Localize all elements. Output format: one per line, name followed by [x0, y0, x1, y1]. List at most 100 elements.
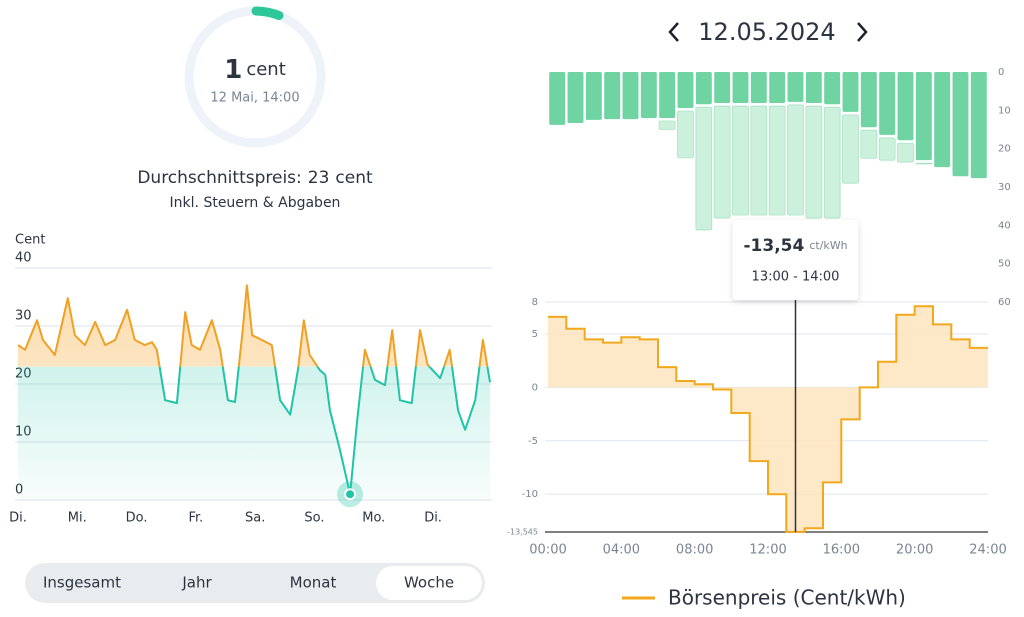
- y-tick-label: 8: [532, 297, 538, 308]
- bar: [970, 72, 987, 179]
- prev-day[interactable]: [668, 22, 679, 42]
- tooltip-unit: ct/kWh: [809, 239, 847, 252]
- average-price: Durchschnittspreis: 23 cent: [137, 168, 373, 188]
- x-tick-label: 04:00: [603, 543, 640, 558]
- bar: [842, 114, 859, 184]
- x-tick-label: Sa.: [245, 511, 265, 526]
- bar: [622, 72, 639, 120]
- gauge-value: 1 cent: [224, 55, 286, 85]
- tab-active[interactable]: Woche: [404, 574, 454, 592]
- bar: [713, 105, 731, 219]
- y-tick-label: 20: [998, 144, 1011, 155]
- bar: [658, 120, 676, 130]
- bar: [787, 72, 804, 102]
- bar: [915, 162, 933, 165]
- tooltip-range: 13:00 - 14:00: [752, 270, 840, 285]
- tab[interactable]: Insgesamt: [43, 574, 121, 592]
- bar: [824, 72, 841, 105]
- bar: [897, 72, 914, 141]
- tab[interactable]: Monat: [290, 574, 337, 592]
- bar: [787, 104, 804, 216]
- bar: [878, 137, 896, 161]
- x-tick-label: 08:00: [676, 543, 713, 558]
- tab[interactable]: Jahr: [181, 574, 212, 592]
- y-tick-label: 30: [15, 309, 32, 324]
- bar: [860, 72, 877, 128]
- y-tick-label: 60: [998, 297, 1011, 308]
- area-below: [18, 366, 490, 500]
- x-tick-label: 00:00: [529, 543, 566, 558]
- bar: [860, 129, 878, 159]
- bar: [842, 72, 859, 112]
- y-tick-label: 50: [998, 259, 1011, 270]
- next-day[interactable]: [857, 22, 868, 42]
- bar: [805, 105, 823, 219]
- bar: [768, 105, 786, 216]
- x-tick-label: Mi.: [68, 511, 87, 526]
- step-line: [548, 305, 988, 533]
- bar: [567, 72, 584, 123]
- bar: [549, 72, 566, 125]
- y-tick-label: 40: [998, 220, 1011, 231]
- bar: [732, 72, 749, 104]
- bar: [695, 106, 713, 231]
- average-unit: cent: [335, 168, 373, 188]
- bar: [769, 72, 786, 104]
- bar: [750, 105, 768, 216]
- gauge-time: 12 Mai, 14:00: [210, 91, 299, 106]
- tooltip-box: [732, 220, 859, 300]
- y-tick-label: 0: [998, 67, 1004, 78]
- y-tick-label: -13,545: [507, 528, 538, 537]
- y-tick-label: 0: [532, 382, 538, 393]
- y-axis-label: Cent: [15, 233, 45, 248]
- bar: [805, 72, 822, 104]
- x-tick-label: 24:00: [969, 543, 1006, 558]
- bar: [915, 72, 932, 161]
- bar: [750, 72, 767, 104]
- tooltip-value: -13,54 ct/kWh: [744, 236, 848, 256]
- y-tick-label: 40: [15, 251, 32, 266]
- step-area: [548, 306, 988, 532]
- x-tick-label: Fr.: [188, 511, 203, 526]
- x-tick-label: So.: [304, 511, 324, 526]
- y-tick-label: 30: [998, 182, 1011, 193]
- bar: [897, 142, 914, 163]
- x-tick-label: Do.: [126, 511, 148, 526]
- x-tick-label: 12:00: [749, 543, 786, 558]
- x-tick-label: 20:00: [896, 543, 933, 558]
- bar: [677, 72, 694, 109]
- gauge-arc: [251, 6, 284, 20]
- tab-bar: [25, 563, 485, 603]
- average-note: Inkl. Steuern & Abgaben: [170, 195, 341, 211]
- bar: [677, 110, 694, 159]
- average-label: Durchschnittspreis:: [137, 168, 301, 188]
- x-tick-label: Mo.: [362, 511, 385, 526]
- x-tick-label: Di.: [9, 511, 27, 526]
- bar: [604, 72, 621, 120]
- area-above: [18, 285, 490, 367]
- average-value: 23: [308, 168, 330, 188]
- bar: [823, 106, 841, 219]
- gauge-number: 1: [224, 55, 242, 85]
- y-tick-label: 10: [998, 105, 1011, 116]
- y-tick-label: -5: [528, 436, 538, 447]
- bar: [585, 72, 602, 120]
- line-above: [17, 284, 489, 367]
- bar: [732, 105, 749, 216]
- date: 12.05.2024: [698, 18, 835, 46]
- gauge-unit: cent: [246, 59, 285, 80]
- selected-point: [344, 488, 357, 501]
- bar: [695, 72, 712, 105]
- bar: [714, 72, 731, 104]
- bar: [640, 72, 657, 118]
- y-tick-label: -10: [522, 489, 538, 500]
- bar: [952, 72, 969, 177]
- x-tick-label: Di.: [424, 511, 442, 526]
- bar: [659, 72, 676, 118]
- y-tick-label: 5: [532, 329, 538, 340]
- legend-label: Börsenpreis (Cent/kWh): [668, 586, 906, 610]
- tooltip-number: -13,54: [744, 236, 805, 256]
- x-tick-label: 16:00: [823, 543, 860, 558]
- line-below: [158, 366, 491, 496]
